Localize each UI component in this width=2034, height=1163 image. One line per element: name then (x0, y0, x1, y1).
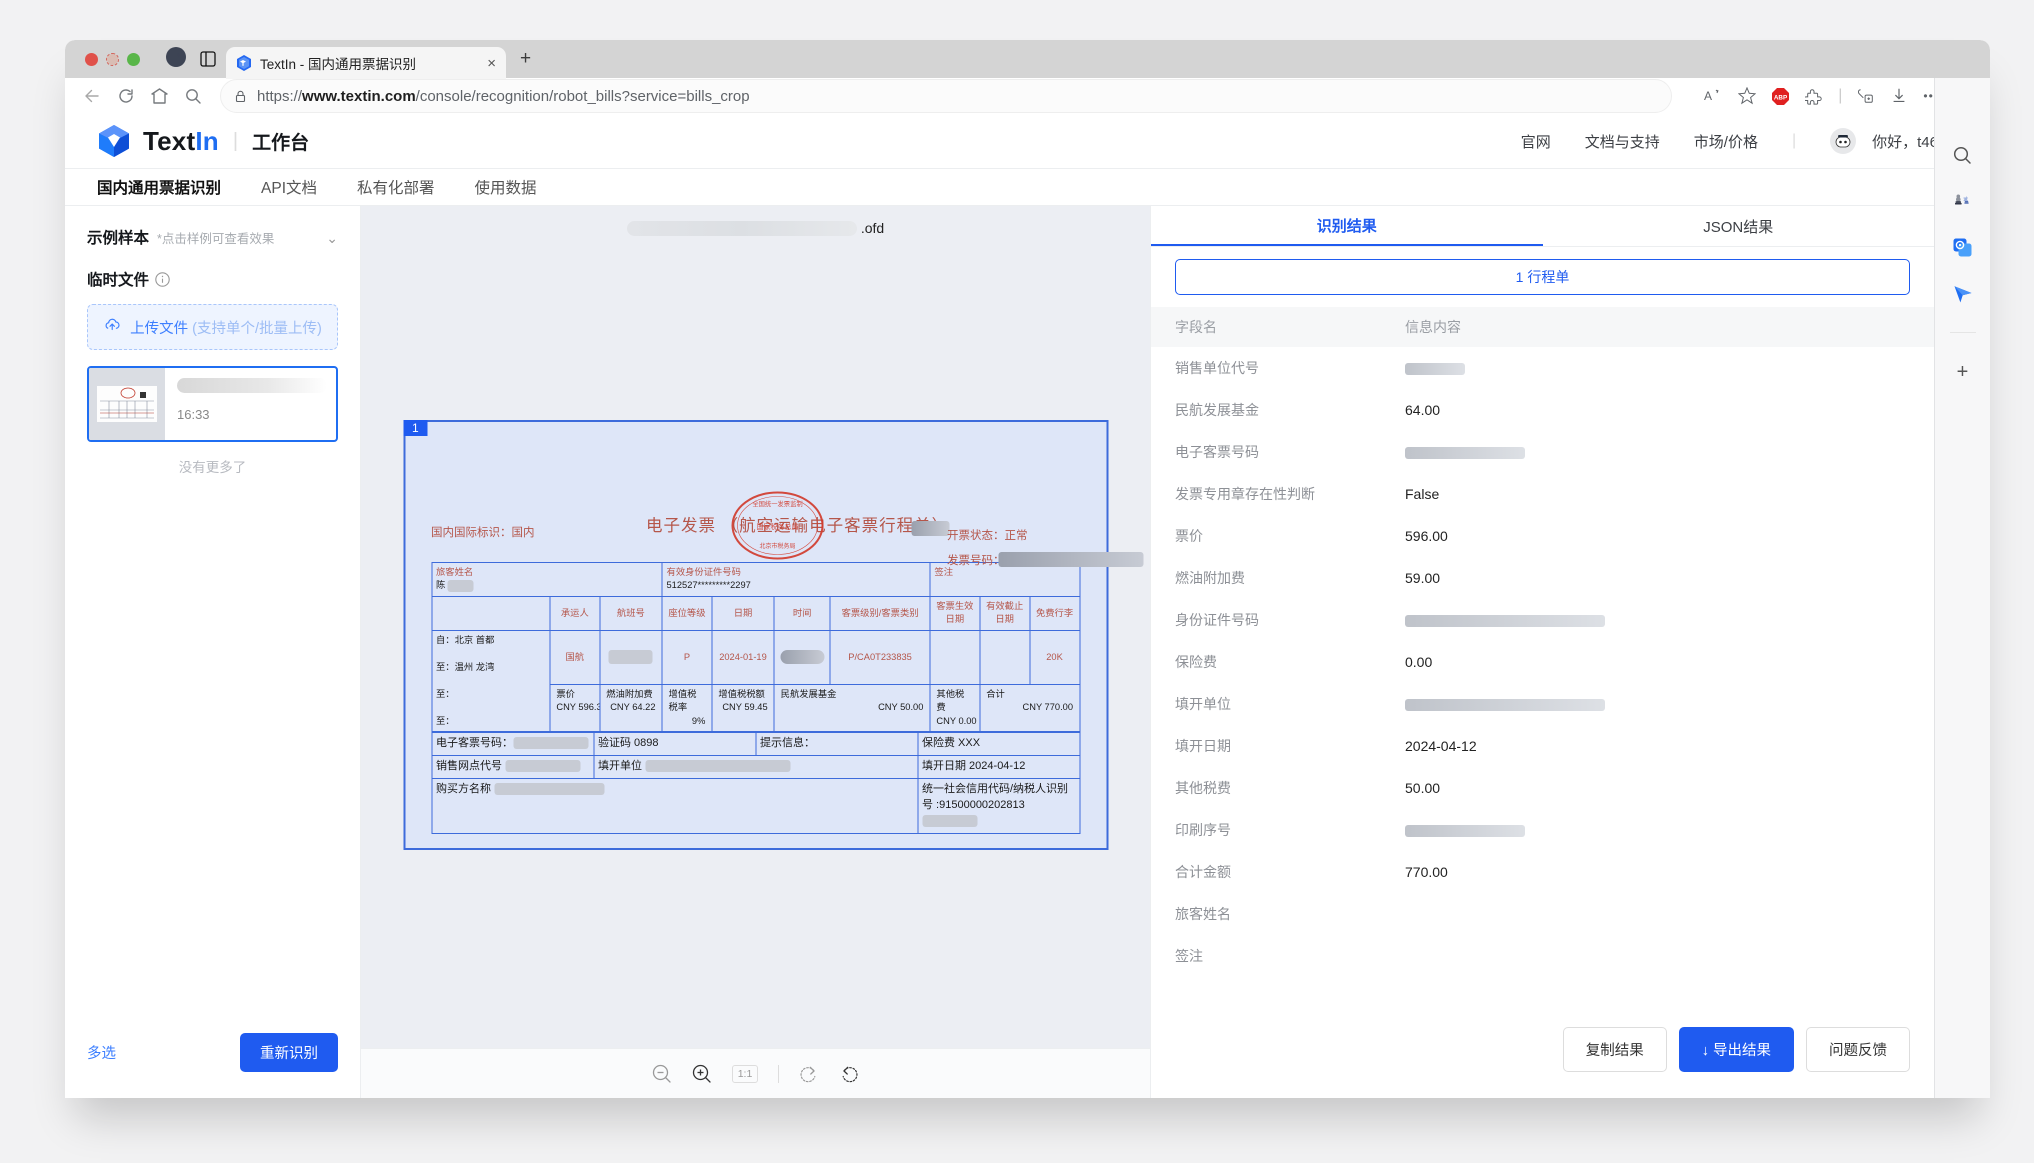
svg-text:A: A (1704, 89, 1712, 103)
svg-text:全国统一发票监制: 全国统一发票监制 (752, 499, 802, 508)
svg-text:国家税务总局: 国家税务总局 (756, 522, 798, 531)
svg-text:北京市税务局: 北京市税务局 (759, 542, 795, 550)
svg-text:ABP: ABP (1774, 94, 1787, 101)
